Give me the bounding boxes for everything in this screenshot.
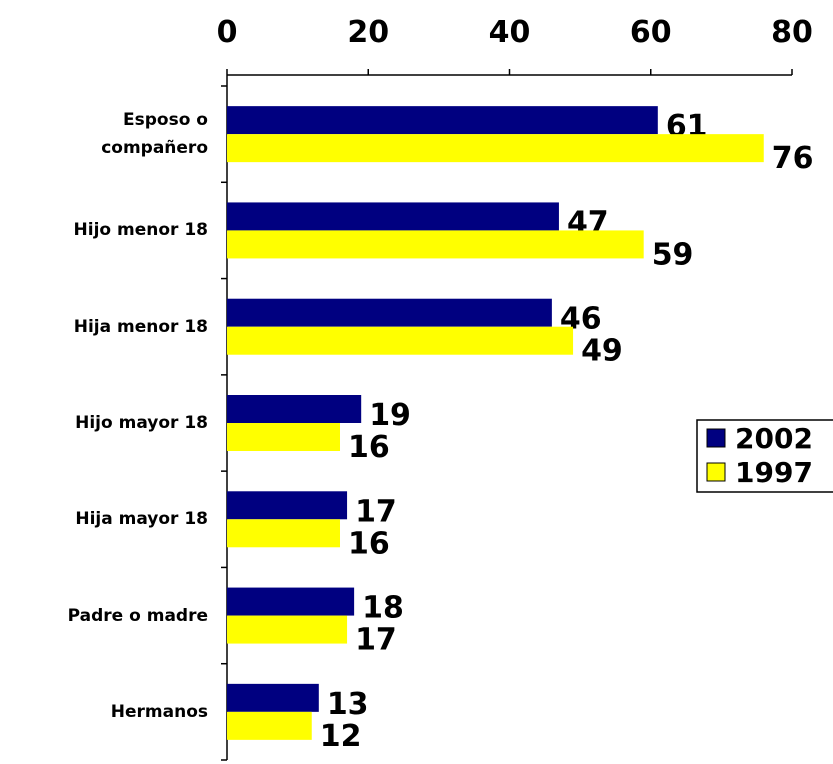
data-label: 17: [355, 623, 397, 658]
bar: [227, 326, 574, 355]
bar: [227, 683, 319, 712]
data-label: 17: [355, 494, 397, 529]
bar: [227, 298, 552, 327]
bar: [227, 491, 348, 520]
bar: [227, 134, 764, 163]
data-label: 49: [581, 334, 623, 369]
y-tick-label: Esposo o compañero: [101, 110, 208, 159]
x-tick-label: 40: [489, 15, 531, 50]
bar: [227, 519, 340, 548]
legend-swatch: [706, 462, 726, 482]
bar: [227, 230, 644, 259]
data-label: 16: [348, 526, 390, 561]
legend-swatch: [706, 428, 726, 448]
y-tick-label: Hijo menor 18: [73, 220, 208, 241]
y-tick-label: Padre o madre: [67, 605, 208, 626]
legend-label: 2002: [735, 422, 813, 455]
data-label: 16: [348, 430, 390, 465]
x-tick-label: 60: [630, 15, 672, 50]
data-label: 12: [320, 719, 362, 754]
y-tick-label: Hija mayor 18: [75, 509, 208, 530]
x-tick-label: 20: [347, 15, 389, 50]
data-label: 19: [369, 398, 411, 433]
x-tick-label: 80: [771, 15, 813, 50]
y-tick-label: Hijo mayor 18: [75, 413, 208, 433]
y-tick-label: Hija menor 18: [73, 316, 208, 337]
data-label: 13: [327, 687, 369, 722]
legend-label: 1997: [735, 456, 813, 489]
bar: [227, 615, 348, 644]
bar: [227, 106, 658, 135]
x-tick-label: 0: [217, 15, 238, 50]
data-label: 76: [772, 141, 814, 176]
bar: [227, 423, 340, 451]
y-tick-label: Hermanos: [110, 701, 208, 722]
bar: [227, 202, 559, 231]
bar: [227, 711, 312, 740]
bar: [227, 395, 362, 423]
data-label: 18: [362, 591, 404, 626]
data-label: 59: [652, 237, 694, 272]
bar: [227, 587, 355, 616]
